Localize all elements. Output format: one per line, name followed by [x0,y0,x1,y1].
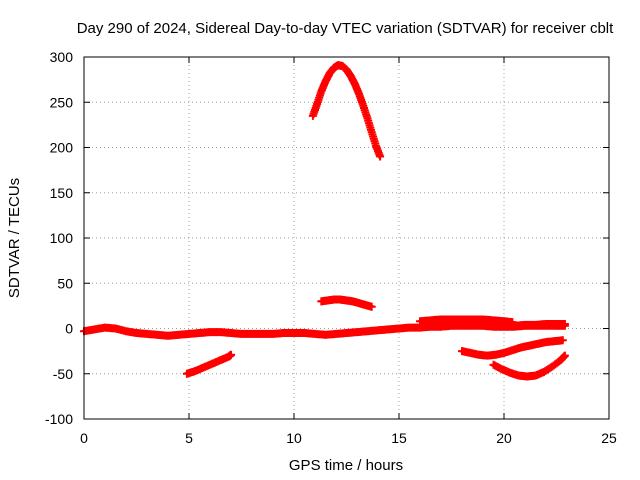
y-tick-label: 50 [57,275,73,291]
data-point [560,319,569,328]
y-tick-label: 300 [50,49,74,65]
axis-ticks: 0 5 10 15 20 25 -100 -50 0 50 100 150 200 250 300 [45,49,617,446]
x-axis-label: GPS time / hours [289,457,403,474]
data-point [560,351,569,360]
data-point [558,336,567,345]
y-tick-label: 100 [50,230,74,246]
series-arc-peak [308,61,385,161]
y-tick-label: 200 [50,140,74,156]
plot-frame [83,56,610,420]
grid-lines [84,57,609,419]
data-point [367,302,376,311]
y-tick-label: 0 [65,321,73,337]
x-tick-label: 15 [391,430,407,446]
y-tick-label: 250 [50,94,74,110]
x-tick-label: 5 [185,430,193,446]
series-arc-main [80,321,569,340]
x-tick-label: 0 [80,430,88,446]
y-axis-label: SDTVAR / TECUs [6,178,23,298]
x-tick-label: 10 [286,430,302,446]
chart-title: Day 290 of 2024, Sidereal Day-to-day VTE… [77,20,614,37]
series-arc-upper-right [416,315,517,327]
y-tick-label: -100 [45,411,73,427]
series-arc-mid [317,295,376,311]
data-points [80,61,569,381]
series-arc-right-flat [500,319,569,330]
data-point [227,350,235,359]
x-tick-label: 25 [601,430,617,446]
series-arc-low-left [182,350,235,378]
y-tick-label: -50 [53,366,73,382]
series-arc-bowl [489,351,569,381]
data-point [376,152,385,161]
y-tick-label: 150 [50,185,74,201]
series-arc-right-low [458,336,567,360]
x-tick-label: 20 [496,430,512,446]
